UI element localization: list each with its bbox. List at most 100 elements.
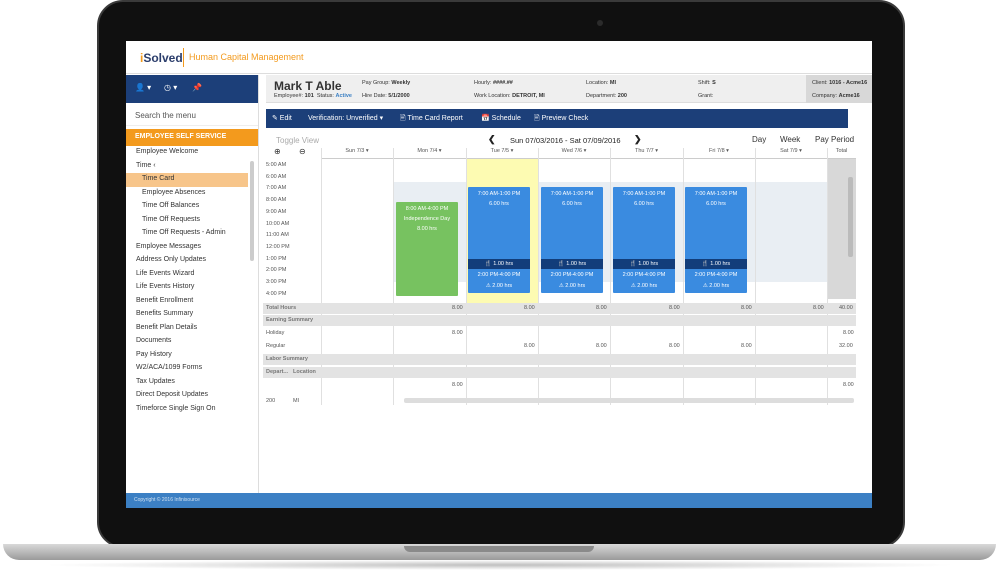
day-header[interactable]: Mon 7/4 ▾ xyxy=(393,148,466,159)
laptop-notch xyxy=(404,546,594,552)
event-time-2: 2:00 PM-4:00 PM xyxy=(550,272,594,279)
footer: Copyright © 2016 Infinisource xyxy=(126,493,872,508)
next-week-button[interactable]: ❯ xyxy=(634,134,642,144)
screen: iSolved Human Capital Management 👤 ▾ ◷ ▾… xyxy=(126,41,872,508)
edit-button[interactable]: ✎ Edit xyxy=(272,115,292,122)
hourly: Hourly: ####.## xyxy=(474,80,513,86)
event-break: ⚠ 2.00 hrs xyxy=(702,283,730,290)
time-label: 6:00 AM xyxy=(266,173,287,180)
event-hours: 6.00 hrs xyxy=(706,201,726,208)
menu-search[interactable]: Search the menu xyxy=(126,103,258,126)
meal-break: 🍴 1.00 hrs xyxy=(613,259,675,270)
schedule-button[interactable]: 📅 Schedule xyxy=(481,115,521,122)
time-label: 7:00 AM xyxy=(266,185,287,192)
sidebar-item[interactable]: Time ‹ xyxy=(136,161,156,169)
sidebar-item[interactable]: Life Events Wizard xyxy=(136,269,195,277)
grid-line xyxy=(538,148,539,405)
work-event[interactable]: 7:00 AM-1:00 PM 6.00 hrs 🍴 1.00 hrs 2:00 PM… xyxy=(468,187,530,294)
sidebar-item[interactable]: Documents xyxy=(136,337,172,344)
sidebar-item[interactable]: Address Only Updates xyxy=(136,256,207,263)
summary-value: 8.00 xyxy=(596,343,607,349)
view-week-button[interactable]: Week xyxy=(780,135,801,144)
date-range: Sun 07/03/2016 - Sat 07/09/2016 xyxy=(510,136,621,145)
logo[interactable]: iSolved xyxy=(140,51,183,65)
summary-value: 8.00 xyxy=(843,330,854,336)
labor-summary-row: Labor Summary xyxy=(263,354,856,365)
labor-summary-row-label: Labor Summary xyxy=(266,356,308,362)
employee-header: Mark T Able Employee#: 101 Status: Activ… xyxy=(266,75,872,103)
day-header[interactable]: Sun 7/3 ▾ xyxy=(321,148,393,159)
sidebar-item[interactable]: Employee Welcome xyxy=(136,148,199,155)
summary-value: 8.00 xyxy=(843,382,854,388)
sidebar-item[interactable]: Benefit Plan Details xyxy=(136,323,198,331)
calendar-horizontal-scrollbar[interactable] xyxy=(404,398,854,403)
dept-col: Depart... xyxy=(266,369,289,375)
holiday-event[interactable]: 8:00 AM-4:00 PM Independence Day 8.00 hrs xyxy=(396,202,458,297)
summary-value: 8.00 xyxy=(452,305,463,311)
work-event[interactable]: 7:00 AM-1:00 PM 6.00 hrs 🍴 1.00 hrs 2:00 PM… xyxy=(541,187,603,294)
sidebar-item[interactable]: Tax Updates xyxy=(136,377,175,385)
sidebar-item[interactable]: Time Off Balances xyxy=(142,202,200,209)
prev-week-button[interactable]: ❮ xyxy=(488,134,496,144)
sidebar-item[interactable]: Life Events History xyxy=(136,283,195,290)
holiday-time: 8:00 AM-4:00 PM xyxy=(405,206,449,213)
sidebar-item[interactable]: Pay History xyxy=(136,350,172,358)
clock-icon[interactable]: ◷ ▾ xyxy=(164,83,178,92)
time-card-report-button[interactable]: 🖹 Time Card Report xyxy=(400,115,463,122)
sidebar-item[interactable]: Employee Absences xyxy=(142,188,206,196)
toggle-view[interactable]: Toggle View xyxy=(276,136,319,145)
day-header[interactable]: Fri 7/8 ▾ xyxy=(683,148,755,159)
verification-dropdown[interactable]: Verification: Unverified ▾ xyxy=(308,115,384,122)
zoom-in-icon[interactable]: ⊕ xyxy=(274,147,281,156)
sidebar-scrollbar[interactable] xyxy=(250,161,254,261)
view-pay-period-button[interactable]: Pay Period xyxy=(815,135,855,144)
sidebar-item[interactable]: Direct Deposit Updates xyxy=(136,391,208,398)
zoom-out-icon[interactable]: ⊖ xyxy=(299,147,306,156)
event-time-2: 2:00 PM-4:00 PM xyxy=(622,272,666,279)
sidebar-item[interactable]: Timeforce Single Sign On xyxy=(136,404,216,412)
preview-check-button[interactable]: 🖹 Preview Check xyxy=(534,115,589,122)
pin-icon[interactable]: 📌 xyxy=(192,83,202,92)
day-header[interactable]: Tue 7/5 ▾ xyxy=(466,148,538,159)
logo-divider xyxy=(183,48,184,67)
sidebar-item[interactable]: Time Card xyxy=(126,173,248,187)
pay-group-value: Weekly xyxy=(391,80,411,86)
hourly-value: ####.## xyxy=(492,80,513,86)
view-day-button[interactable]: Day xyxy=(752,135,767,144)
client: Client: 1016 - Acme16 xyxy=(812,80,867,86)
work-event[interactable]: 7:00 AM-1:00 PM 6.00 hrs 🍴 1.00 hrs 2:00 PM… xyxy=(685,187,747,294)
work-event[interactable]: 7:00 AM-1:00 PM 6.00 hrs 🍴 1.00 hrs 2:00 PM… xyxy=(613,187,675,294)
event-time: 7:00 AM-1:00 PM xyxy=(477,191,521,198)
shift-label: Shift: xyxy=(698,80,711,86)
sidebar-item[interactable]: Time Off Requests xyxy=(142,215,200,223)
emp-no: 101 xyxy=(304,93,314,99)
time-label: 5:00 AM xyxy=(266,162,287,168)
meal-break: 🍴 1.00 hrs xyxy=(468,259,530,270)
sidebar-item[interactable]: W2/ACA/1099 Forms xyxy=(136,364,203,371)
day-header[interactable]: Sat 7/9 ▾ xyxy=(755,148,827,159)
location-label: Location: xyxy=(586,80,609,86)
sidebar-header: 👤 ▾ ◷ ▾ 📌 xyxy=(126,75,258,103)
earning-summary-row-label: Earning Summary xyxy=(266,317,314,323)
sidebar-item[interactable]: Employee Messages xyxy=(136,242,201,250)
holiday-row-label: Holiday xyxy=(266,330,285,336)
hire-label: Hire Date: xyxy=(362,93,387,99)
shift: Shift: S xyxy=(698,80,716,86)
sidebar-item[interactable]: Benefits Summary xyxy=(136,310,194,317)
day-header[interactable]: Wed 7/6 ▾ xyxy=(538,148,610,159)
sidebar-item[interactable]: Benefit Enrollment xyxy=(136,296,194,304)
sidebar: 👤 ▾ ◷ ▾ 📌 Search the menu EMPLOYEE SELF … xyxy=(126,75,259,493)
grid-line xyxy=(393,148,394,405)
user-icon[interactable]: 👤 ▾ xyxy=(135,83,152,92)
sidebar-item[interactable]: Time Off Requests - Admin xyxy=(142,229,226,236)
day-header[interactable]: Thu 7/7 ▾ xyxy=(610,148,683,159)
event-time: 7:00 AM-1:00 PM xyxy=(694,191,738,198)
emp-label: Employee#: xyxy=(274,93,304,99)
total-header: Total xyxy=(827,148,856,159)
summary-value: 8.00 xyxy=(741,305,752,311)
sidebar-section-ess[interactable]: EMPLOYEE SELF SERVICE xyxy=(126,129,258,146)
work-loc-label: Work Location: xyxy=(474,93,511,99)
client-box: Client: 1016 - Acme16 Company: Acme16 xyxy=(806,75,872,103)
calendar-vertical-scrollbar[interactable] xyxy=(848,177,853,257)
time-label: 11:00 AM xyxy=(266,232,289,239)
